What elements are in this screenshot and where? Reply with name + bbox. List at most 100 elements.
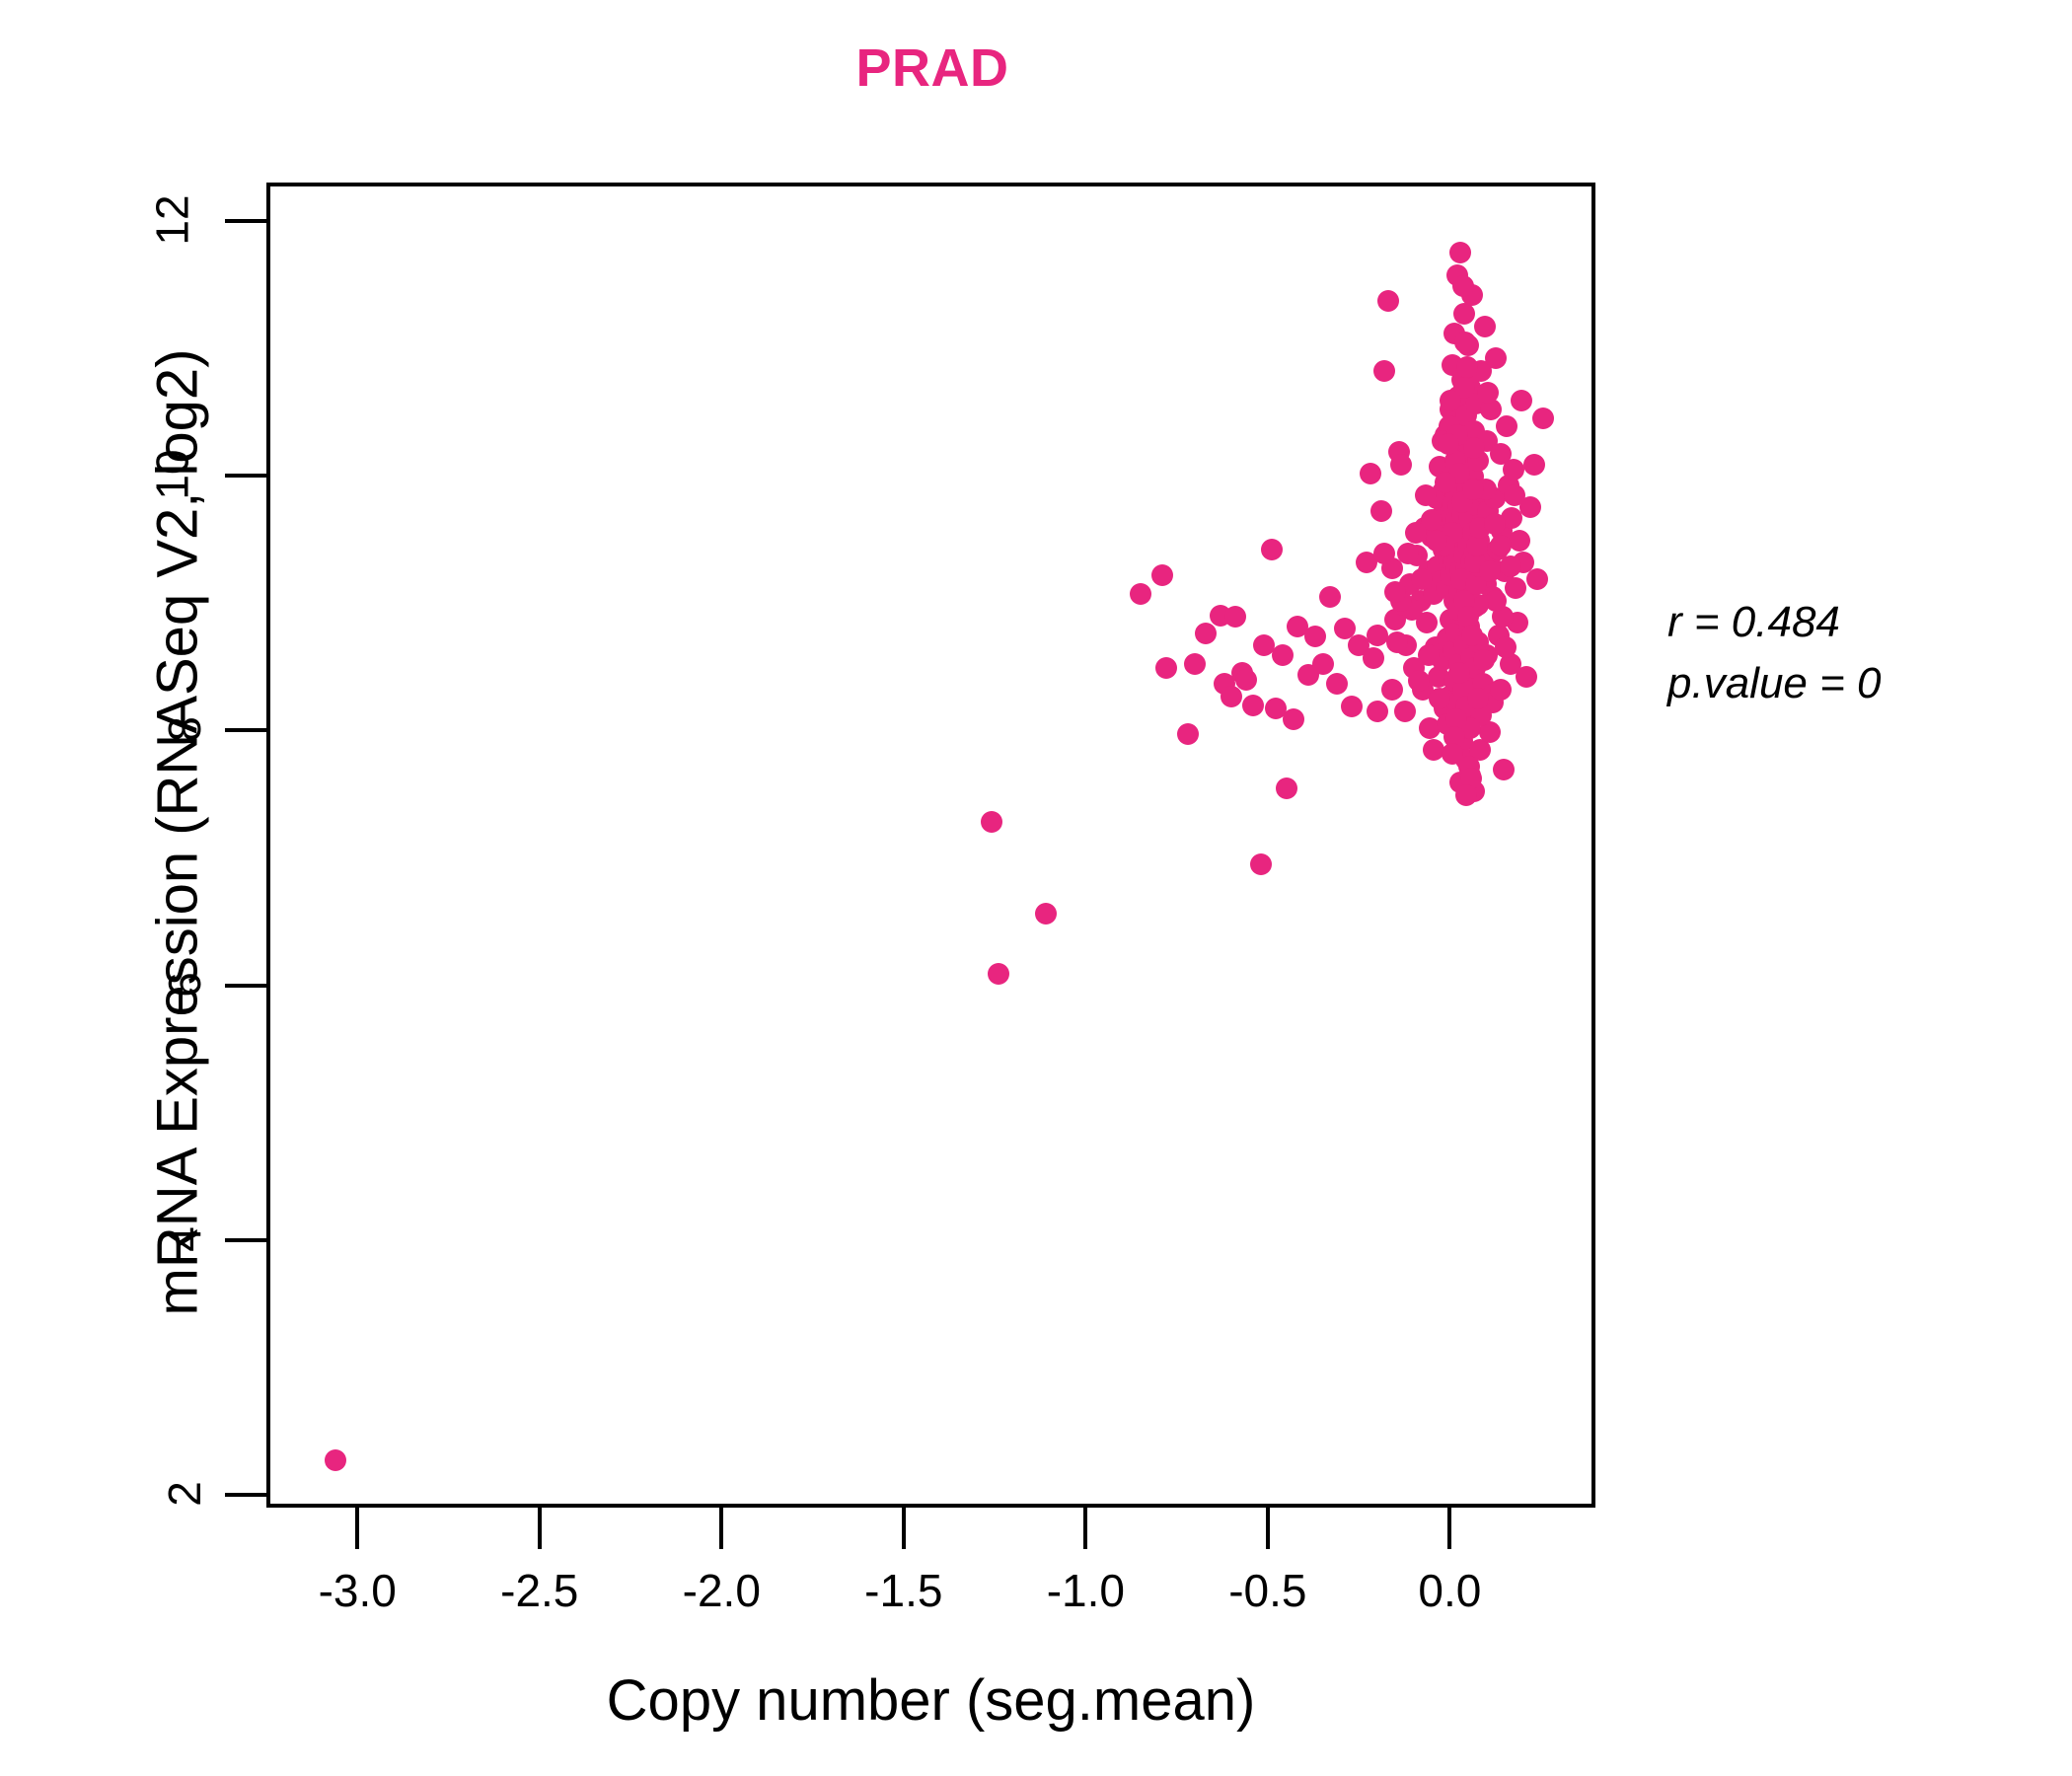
data-point — [1522, 453, 1545, 476]
data-point — [1414, 483, 1437, 506]
data-point — [1373, 360, 1396, 383]
data-point — [1286, 615, 1308, 637]
data-point — [1389, 453, 1412, 476]
data-point — [1355, 551, 1377, 573]
data-point — [1035, 903, 1058, 925]
x-axis-label: Copy number (seg.mean) — [606, 1668, 1256, 1733]
data-point — [1499, 653, 1521, 676]
y-tick-mark — [225, 728, 266, 733]
data-point — [1271, 644, 1294, 667]
data-point — [988, 963, 1010, 986]
data-point — [1485, 347, 1508, 370]
plot-area — [266, 183, 1595, 1508]
data-point — [1176, 723, 1199, 746]
y-tick-mark — [225, 983, 266, 988]
data-point — [1494, 636, 1517, 659]
data-point — [1275, 777, 1297, 799]
data-point — [1478, 559, 1501, 582]
data-point — [1466, 535, 1489, 557]
data-point — [1386, 631, 1409, 654]
data-point — [1468, 738, 1491, 761]
data-point — [1453, 331, 1476, 353]
data-point — [1221, 685, 1243, 707]
x-tick-mark — [355, 1508, 360, 1549]
data-point — [1333, 618, 1356, 640]
data-point — [1505, 576, 1527, 599]
data-point — [1448, 242, 1471, 264]
y-tick-mark — [225, 1493, 266, 1498]
statistics-annotation: r = 0.484 p.value = 0 — [1667, 592, 1882, 714]
data-point — [1499, 555, 1521, 577]
data-point — [1397, 542, 1420, 564]
data-point — [1283, 707, 1304, 730]
data-point — [1242, 694, 1265, 716]
data-point — [1478, 720, 1501, 743]
y-axis-label: mRNA Expression (RNASeq V2, log2) — [145, 348, 210, 1316]
data-point — [1154, 657, 1177, 680]
data-point — [1501, 506, 1523, 529]
data-point — [1510, 389, 1532, 411]
data-point — [1438, 432, 1460, 455]
data-point — [1484, 589, 1507, 612]
data-point — [1490, 535, 1513, 557]
data-point — [1223, 606, 1246, 629]
data-point — [1460, 624, 1483, 646]
x-tick-label: -3.0 — [318, 1565, 397, 1616]
data-point — [1235, 668, 1258, 691]
data-point — [1435, 471, 1457, 493]
data-point — [1489, 443, 1512, 466]
x-tick-mark — [1083, 1508, 1088, 1549]
data-point — [1376, 290, 1399, 313]
y-tick-mark — [225, 218, 266, 223]
data-point — [1445, 707, 1468, 730]
data-point — [1359, 462, 1381, 484]
data-point — [1495, 414, 1517, 437]
data-point — [1373, 542, 1396, 564]
data-point — [1380, 679, 1403, 702]
data-point — [1264, 698, 1287, 720]
data-point — [1455, 356, 1478, 379]
data-point — [1477, 382, 1500, 405]
data-point — [1504, 483, 1526, 506]
data-point — [1492, 759, 1515, 781]
annotation-pvalue: p.value = 0 — [1667, 659, 1882, 707]
data-point — [1253, 633, 1276, 656]
annotation-correlation: r = 0.484 — [1667, 598, 1840, 646]
y-tick-mark — [225, 474, 266, 478]
data-point — [1369, 500, 1392, 523]
x-tick-mark — [901, 1508, 906, 1549]
data-point — [1404, 522, 1427, 545]
x-tick-label: 0.0 — [1418, 1565, 1482, 1616]
data-point — [1452, 303, 1475, 326]
data-point — [1447, 662, 1470, 685]
x-tick-label: -1.0 — [1046, 1565, 1125, 1616]
x-tick-mark — [719, 1508, 724, 1549]
data-point — [980, 811, 1002, 834]
data-point — [1531, 407, 1554, 430]
data-point — [325, 1449, 347, 1472]
data-point — [1318, 585, 1341, 608]
data-point — [1341, 695, 1364, 717]
data-point — [1130, 583, 1151, 606]
data-point — [1460, 768, 1483, 790]
x-tick-label: -2.5 — [500, 1565, 579, 1616]
data-point — [1443, 725, 1466, 748]
data-point — [1311, 653, 1334, 676]
data-point — [1420, 509, 1443, 532]
data-point — [1472, 649, 1495, 672]
data-point — [1427, 666, 1449, 689]
data-point — [1492, 606, 1515, 629]
data-point — [1451, 274, 1474, 297]
data-point — [1366, 701, 1388, 723]
data-point — [1518, 496, 1541, 519]
data-point — [1423, 738, 1445, 761]
data-point — [1462, 436, 1485, 459]
data-point — [1304, 625, 1327, 647]
data-point — [1408, 670, 1431, 693]
scatter-points — [270, 186, 1591, 1504]
x-tick-mark — [1447, 1508, 1452, 1549]
data-point — [1480, 398, 1503, 420]
data-point — [1526, 567, 1549, 590]
data-point — [1483, 513, 1506, 536]
